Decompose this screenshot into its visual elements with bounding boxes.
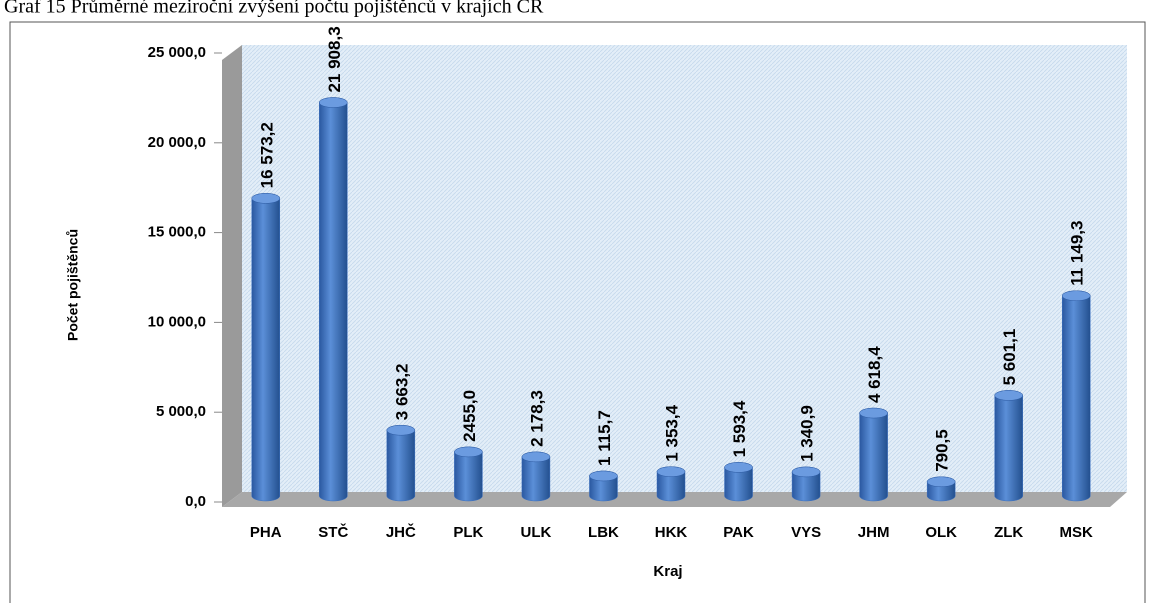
x-tick-label: PLK — [453, 524, 483, 541]
bar-top — [454, 446, 483, 458]
x-tick-label: LBK — [588, 524, 619, 541]
bar — [859, 407, 888, 502]
x-tick-label: VYS — [791, 524, 821, 541]
back-wall — [242, 45, 1127, 492]
value-label: 11 149,3 — [1068, 221, 1087, 286]
x-tick-label: PHA — [250, 524, 282, 541]
bar-top — [724, 462, 753, 473]
bar-top — [859, 407, 888, 419]
x-tick-label: OLK — [925, 524, 957, 541]
y-axis-title: Počet pojištěnců — [65, 229, 81, 341]
x-tick-label: PAK — [723, 524, 754, 541]
bar — [994, 390, 1023, 502]
x-tick-label: ZLK — [994, 524, 1023, 541]
y-tick-label: 10 000,0 — [148, 313, 206, 330]
bar-top — [319, 97, 348, 108]
x-tick-label: MSK — [1060, 524, 1094, 541]
value-label: 1 340,9 — [798, 405, 817, 462]
value-label: 3 663,2 — [392, 363, 411, 420]
value-label: 790,5 — [933, 429, 952, 472]
value-label: 2455,0 — [460, 390, 479, 442]
bar-top — [386, 424, 416, 436]
bar-top — [791, 466, 821, 478]
y-tick-label: 5 000,0 — [156, 403, 206, 420]
bar-top — [926, 476, 956, 488]
side-wall — [222, 45, 242, 507]
bar-top — [521, 451, 551, 463]
bar — [251, 193, 281, 502]
value-label: 16 573,2 — [257, 122, 276, 188]
x-tick-label: STČ — [318, 523, 348, 541]
y-tick-label: 15 000,0 — [148, 224, 206, 241]
x-tick-label: ULK — [521, 524, 552, 541]
value-label: 1 353,4 — [662, 404, 681, 461]
value-label: 1 593,4 — [730, 400, 749, 457]
bar-top — [251, 193, 281, 204]
y-tick-label: 25 000,0 — [148, 44, 206, 61]
value-label: 5 601,1 — [1000, 329, 1019, 386]
value-label: 4 618,4 — [865, 346, 884, 403]
chart-frame — [9, 21, 1146, 603]
bar — [319, 97, 348, 502]
x-tick-label: JHM — [858, 524, 890, 541]
value-label: 21 908,3 — [325, 26, 344, 92]
value-label: 1 115,7 — [595, 410, 614, 466]
y-tick-label: 20 000,0 — [148, 134, 206, 151]
x-axis-title: Kraj — [653, 563, 682, 580]
bar — [386, 424, 416, 502]
bar-top — [656, 466, 686, 477]
value-label: 2 178,3 — [527, 390, 546, 447]
bar-top — [994, 390, 1023, 401]
chart-title: Graf 15 Průměrné meziroční zvýšení počtu… — [4, 0, 544, 18]
y-tick-label: 0,0 — [185, 493, 206, 510]
bar-top — [1061, 290, 1091, 302]
bar-top — [589, 470, 618, 482]
x-tick-label: JHČ — [386, 523, 416, 541]
x-tick-label: HKK — [655, 524, 688, 541]
bar — [1061, 290, 1091, 502]
